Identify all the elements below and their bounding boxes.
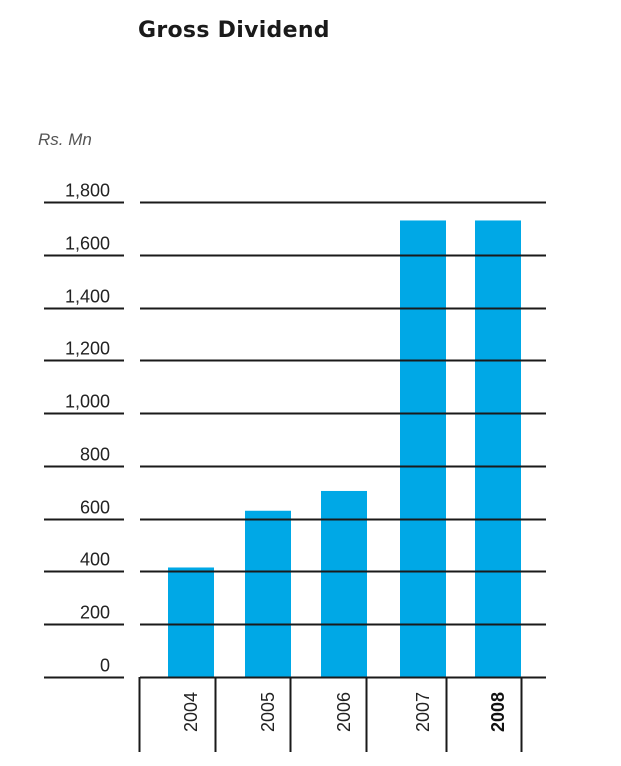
- category-separators: [138, 677, 523, 752]
- y-tick-label: 1,600: [65, 234, 110, 254]
- y-tick-label: 1,400: [65, 287, 110, 307]
- bars: [168, 220, 521, 677]
- bar-2004: [168, 567, 214, 677]
- x-category-label-2006: 2006: [334, 692, 354, 732]
- gridlines: [44, 201, 546, 679]
- y-tick-label: 1,000: [65, 392, 110, 412]
- bar-2005: [245, 510, 291, 677]
- bar-2008: [475, 220, 521, 677]
- x-category-labels: 2004 2005 2006 2007 2008: [181, 692, 508, 732]
- chart-title: Gross Dividend: [138, 18, 330, 43]
- x-category-label-2007: 2007: [413, 692, 433, 732]
- y-tick-label: 800: [80, 445, 110, 465]
- y-tick-labels: 0 200 400 600 800 1,000 1,200 1,400 1,600 1,800: [65, 181, 110, 676]
- y-tick-label: 200: [80, 603, 110, 623]
- bar-2007: [400, 220, 446, 677]
- x-category-label-2005: 2005: [258, 692, 278, 732]
- bar-2006: [321, 490, 367, 677]
- x-category-label-2008: 2008: [488, 692, 508, 732]
- y-tick-label: 1,800: [65, 181, 110, 201]
- y-axis-unit-label: Rs. Mn: [38, 130, 92, 149]
- y-tick-label: 400: [80, 550, 110, 570]
- y-tick-label: 1,200: [65, 339, 110, 359]
- x-category-label-2004: 2004: [181, 692, 201, 732]
- y-tick-label: 0: [100, 656, 110, 676]
- y-tick-label: 600: [80, 498, 110, 518]
